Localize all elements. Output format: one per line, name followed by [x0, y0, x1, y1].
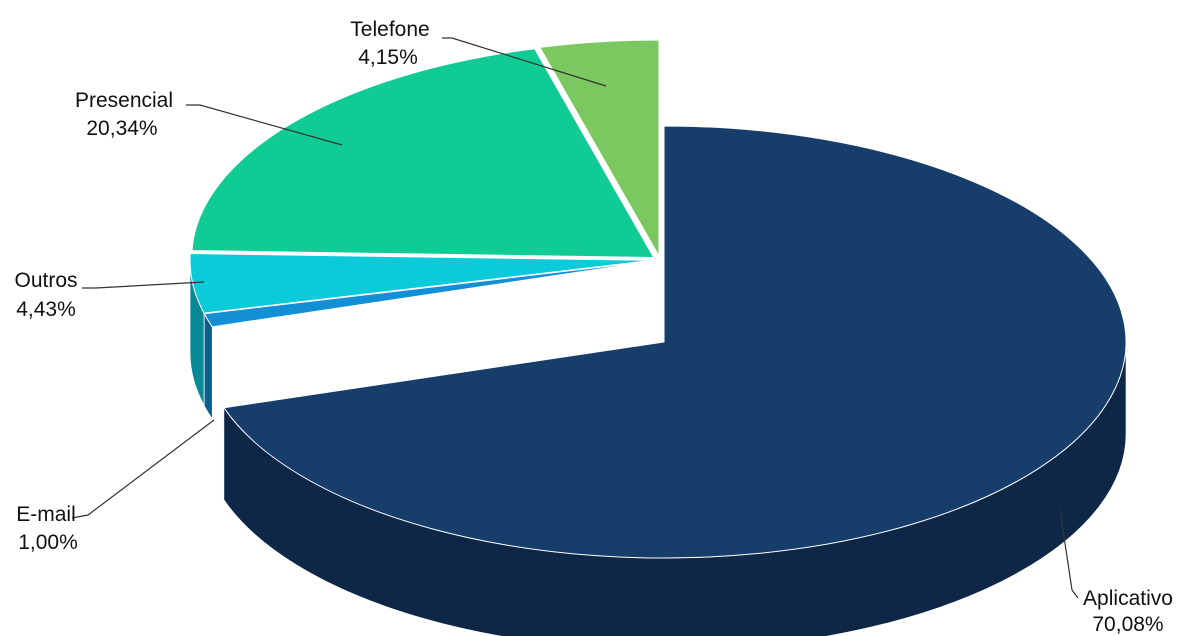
- slice-label-telefone: Telefone: [350, 18, 429, 41]
- slice-telefone: [539, 39, 660, 258]
- slice-value-telefone: 4,15%: [358, 46, 418, 69]
- slice-aplicativo: [223, 125, 1127, 559]
- leader-line-e-mail: [71, 419, 215, 519]
- slice-presencial: [191, 48, 655, 259]
- slice-value-outros: 4,43%: [16, 298, 76, 321]
- slice-label-presencial: Presencial: [75, 89, 173, 112]
- slice-value-e-mail: 1,00%: [18, 531, 78, 554]
- slice-value-aplicativo: 70,08%: [1092, 613, 1163, 636]
- slice-e-mail: [203, 260, 653, 328]
- slice-label-e-mail: E-mail: [16, 503, 76, 526]
- slice-label-outros: Outros: [14, 269, 77, 292]
- leader-line-telefone: [442, 37, 607, 87]
- slice-label-aplicativo: Aplicativo: [1083, 587, 1173, 610]
- leader-line-aplicativo: [1059, 509, 1079, 599]
- leader-line-outros: [82, 281, 205, 289]
- slice-value-presencial: 20,34%: [86, 117, 157, 140]
- slice-outros: [189, 252, 653, 314]
- slice-side-e-mail: [203, 313, 213, 420]
- leader-line-presencial: [186, 104, 343, 146]
